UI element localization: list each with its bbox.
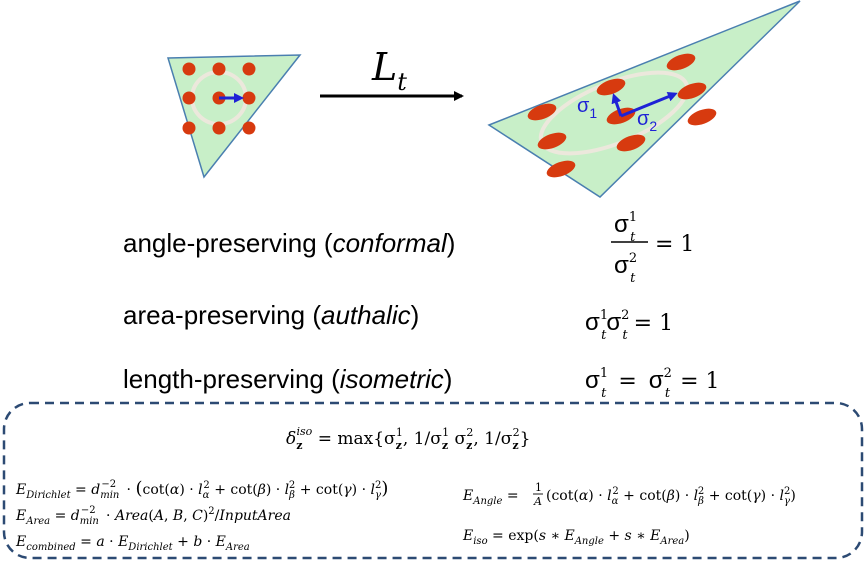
formula-e-dirichlet: EDirichlet = dmin−2 · (cot(α) · lα2 + co… bbox=[15, 478, 388, 501]
target-ellipse-dot bbox=[537, 132, 567, 150]
source-dot bbox=[182, 62, 196, 76]
target-ellipse-dot bbox=[616, 134, 646, 152]
source-triangle bbox=[166, 54, 302, 179]
sigma2-label: σ2 bbox=[637, 108, 657, 134]
source-dot bbox=[182, 91, 196, 105]
sigma1-label: σ1 bbox=[577, 95, 597, 121]
formula-e-area: EArea = dmin−2 · Area(A, B, C)2/InputAre… bbox=[15, 505, 291, 527]
property-authalic: area-preserving (authalic) bbox=[123, 300, 419, 330]
target-triangle-group: σ1 σ2 bbox=[487, 0, 801, 198]
target-ellipse-dot bbox=[666, 53, 696, 71]
target-ellipse-dot bbox=[546, 160, 576, 178]
equation-authalic: σ1 tσ2 t = 1 bbox=[585, 308, 673, 343]
svg-text:A: A bbox=[533, 495, 542, 508]
source-dot bbox=[182, 121, 196, 135]
source-dot bbox=[212, 62, 226, 76]
eq-conformal-denominator: σ2 t bbox=[614, 251, 637, 286]
source-dot bbox=[242, 121, 256, 135]
source-dot bbox=[242, 62, 256, 76]
property-conformal: angle-preserving (conformal) bbox=[123, 228, 455, 258]
target-ellipse-dot bbox=[527, 103, 557, 121]
formula-e-angle: EAngle = 1 A (cot(α) · lα2 + cot(β) · lβ… bbox=[462, 481, 796, 508]
formula-e-iso: Eiso = exp(s ∗ EAngle + s ∗ EArea) bbox=[462, 528, 690, 547]
svg-text:(cot(α) · lα2 + cot(β) · lβ2 +: (cot(α) · lα2 + cot(β) · lβ2 + cot(γ) · … bbox=[546, 486, 796, 507]
formula-box bbox=[2, 401, 864, 560]
source-dot bbox=[242, 91, 256, 105]
mapping-label: Lt bbox=[371, 45, 407, 96]
svg-text:EAngle =: EAngle = bbox=[462, 488, 519, 507]
eq-conformal-numerator: σ1 t bbox=[614, 210, 637, 245]
formula-e-combined: Ecombined = a · EDirichlet + b · EArea bbox=[15, 534, 250, 553]
svg-text:1: 1 bbox=[535, 481, 542, 494]
target-ellipse-dot bbox=[677, 82, 707, 100]
target-ellipse-dot bbox=[596, 78, 626, 96]
source-triangle-group bbox=[166, 54, 302, 179]
source-dot bbox=[212, 121, 226, 135]
sigma1-arrow bbox=[611, 93, 623, 117]
formula-delta-iso: δziso = max{σz1, 1/σz1 σz2, 1/σz2} bbox=[286, 425, 530, 452]
equation-isometric: σ1 t = σ2 t = 1 bbox=[585, 366, 720, 401]
target-ellipse-dot bbox=[687, 108, 717, 126]
sigma2-arrow bbox=[620, 92, 678, 118]
property-isometric: length-preserving (isometric) bbox=[123, 364, 452, 394]
target-triangle bbox=[487, 0, 801, 198]
eq-conformal-rhs: = 1 bbox=[655, 232, 694, 257]
equation-conformal: σ1 t σ2 t = 1 bbox=[611, 210, 694, 286]
